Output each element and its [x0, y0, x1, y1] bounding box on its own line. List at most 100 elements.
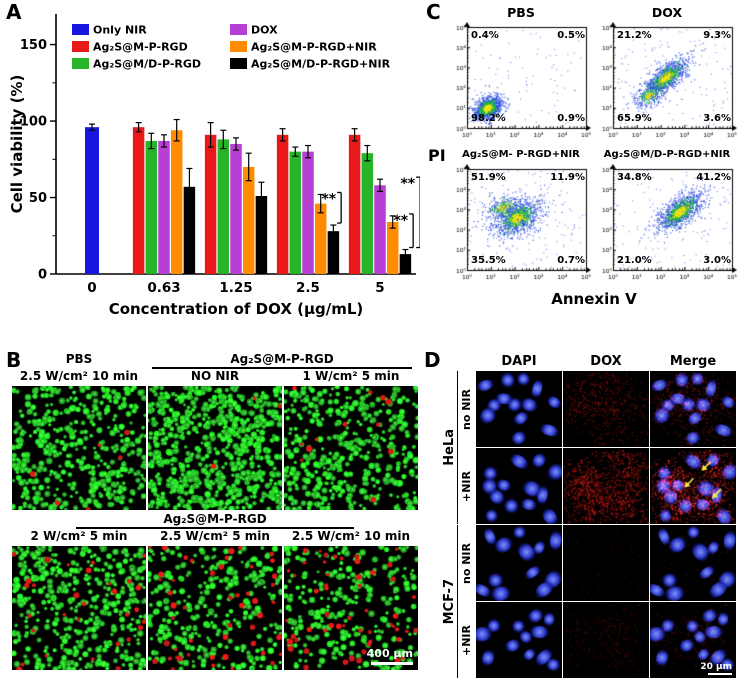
row-label-no-nir: no NIR	[460, 542, 473, 584]
confocal-image-merge	[650, 602, 736, 678]
micrograph-cell: 400 μm	[284, 546, 418, 670]
column-header-merge: Merge	[669, 354, 717, 369]
svg-text:Ag₂S@M/D-P-RGD: Ag₂S@M/D-P-RGD	[93, 58, 201, 71]
svg-text:Cell viability (%): Cell viability (%)	[8, 75, 26, 214]
svg-text:50: 50	[29, 191, 47, 206]
scale-bar-line	[371, 662, 413, 665]
svg-text:150: 150	[20, 38, 47, 53]
svg-text:2.5: 2.5	[296, 280, 320, 296]
micrograph-cell	[148, 546, 282, 670]
condition-label: 2.5 W/cm² 5 min	[160, 529, 270, 543]
flow-scatter-canvas	[450, 22, 592, 146]
cell-viability-bar-chart: 0 50 100 150 0 0.63 1.25 2.5 5 Concentration of D…	[8, 14, 420, 318]
flow-scatter-canvas	[596, 164, 738, 288]
live-dead-micrograph	[12, 386, 146, 510]
flow-plot-mprgd-nir: 51.9% 11.9% 35.5% 0.7%	[450, 164, 592, 288]
confocal-cell	[650, 448, 736, 524]
svg-text:5: 5	[375, 280, 384, 296]
flow-plot-dox: 21.2% 9.3% 65.9% 3.6%	[596, 22, 738, 146]
live-dead-micrograph	[12, 546, 146, 670]
confocal-image-dox	[563, 525, 649, 601]
svg-text:1.25: 1.25	[219, 280, 252, 296]
live-dead-image-row: 400 μm	[12, 546, 418, 670]
panel-c-label: C	[426, 0, 441, 24]
condition-label: 2.5 W/cm² 10 min	[291, 529, 411, 543]
flow-plot-title-pbs: PBS	[507, 5, 535, 20]
svg-text:0: 0	[38, 268, 47, 283]
row-label-no-nir: no NIR	[460, 388, 473, 430]
scale-bar: 20 μm	[700, 662, 732, 675]
svg-text:0: 0	[87, 280, 96, 296]
flow-y-axis-label: PI	[428, 146, 446, 165]
micrograph-cell	[284, 386, 418, 510]
confocal-cell	[563, 371, 649, 447]
quadrant-percent-upper-left: 51.9%	[471, 172, 506, 183]
live-dead-micrograph	[284, 386, 418, 510]
quadrant-percent-upper-right: 11.9%	[550, 172, 585, 183]
quadrant-percent-upper-left: 0.4%	[471, 30, 499, 41]
svg-text:100: 100	[20, 115, 47, 130]
confocal-image-dox	[563, 448, 649, 524]
confocal-image-merge	[650, 525, 736, 601]
treatment-group-label: Ag₂S@M-P-RGD	[76, 512, 354, 529]
column-header-dox: DOX	[590, 354, 622, 369]
flow-plot-title-mdprgd-nir: Ag₂S@M/D-P-RGD+NIR	[603, 149, 731, 160]
quadrant-percent-upper-right: 9.3%	[703, 30, 731, 41]
condition-label: 1 W/cm² 5 min	[302, 369, 400, 383]
svg-text:Ag₂S@M-P-RGD: Ag₂S@M-P-RGD	[93, 41, 188, 54]
column-header-dapi: DAPI	[501, 354, 537, 369]
scale-bar-label: 20 μm	[700, 662, 732, 672]
confocal-cell	[563, 602, 649, 678]
treatment-group-label: Ag₂S@M-P-RGD	[152, 352, 412, 369]
svg-text:DOX: DOX	[251, 24, 278, 37]
confocal-image-merge	[650, 371, 736, 447]
confocal-cell	[563, 525, 649, 601]
scale-bar-label: 400 μm	[366, 647, 413, 660]
svg-text:**: **	[321, 191, 336, 207]
quadrant-percent-upper-left: 34.8%	[617, 172, 652, 183]
condition-label: NO NIR	[190, 369, 240, 383]
svg-text:**: **	[400, 176, 415, 192]
svg-text:0.63: 0.63	[147, 280, 180, 296]
confocal-image-dapi	[476, 371, 562, 447]
quadrant-percent-upper-right: 41.2%	[696, 172, 731, 183]
quadrant-percent-upper-right: 0.5%	[557, 30, 585, 41]
scale-bar-line	[708, 673, 732, 675]
condition-label: 2.5 W/cm² 10 min	[19, 369, 139, 383]
flow-plot-mdprgd-nir: 34.8% 41.2% 21.0% 3.0%	[596, 164, 738, 288]
confocal-image-dox	[563, 371, 649, 447]
confocal-cell	[476, 448, 562, 524]
panel-b-header-1: PBS Ag₂S@M-P-RGD 2.5 W/cm² 10 min NO NIR…	[12, 352, 418, 386]
live-dead-image-row	[12, 386, 418, 510]
panel-b-label: B	[6, 348, 22, 372]
quadrant-percent-lower-right: 0.7%	[557, 255, 585, 266]
row-label-plus-nir: +NIR	[460, 624, 473, 656]
panel-d-label: D	[424, 348, 441, 372]
micrograph-cell	[12, 386, 146, 510]
micrograph-cell	[148, 386, 282, 510]
row-group-label-hela: HeLa	[442, 371, 458, 524]
svg-text:Ag₂S@M/D-P-RGD+NIR: Ag₂S@M/D-P-RGD+NIR	[251, 58, 391, 71]
live-dead-micrograph	[148, 546, 282, 670]
quadrant-percent-lower-left: 35.5%	[471, 255, 506, 266]
confocal-cell	[476, 602, 562, 678]
micrograph-cell	[12, 546, 146, 670]
quadrant-percent-upper-left: 21.2%	[617, 30, 652, 41]
quadrant-percent-lower-right: 3.0%	[703, 255, 731, 266]
treatment-label-pbs: PBS	[65, 352, 93, 366]
live-dead-micrograph	[148, 386, 282, 510]
quadrant-percent-lower-left: 21.0%	[617, 255, 652, 266]
confocal-cell: 20 μm	[650, 602, 736, 678]
flow-plot-title-mprgd-nir: Ag₂S@M- P-RGD+NIR	[462, 149, 580, 160]
flow-x-axis-label: Annexin V	[551, 290, 637, 308]
svg-text:Concentration of DOX (μg/mL): Concentration of DOX (μg/mL)	[109, 300, 364, 318]
quadrant-percent-lower-right: 0.9%	[557, 113, 585, 124]
confocal-image-merge	[650, 448, 736, 524]
live-dead-micrograph	[284, 546, 418, 670]
confocal-image-dox	[563, 602, 649, 678]
panel-a-label: A	[6, 0, 22, 24]
confocal-cell	[650, 525, 736, 601]
condition-label: 2 W/cm² 5 min	[30, 529, 128, 543]
flow-plot-title-dox: DOX	[651, 5, 683, 20]
